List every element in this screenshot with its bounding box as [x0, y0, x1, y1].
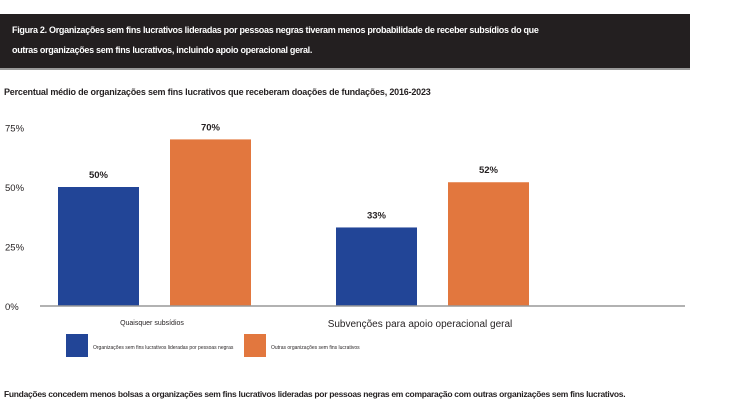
chart-title: Percentual médio de organizações sem fin… — [4, 87, 431, 97]
legend-swatch — [66, 334, 88, 357]
bar — [336, 227, 417, 306]
data-label: 50% — [89, 170, 109, 181]
legend-label: Organizações sem fins lucrativos liderad… — [93, 345, 234, 351]
x-tick-label: Quaisquer subsídios — [120, 320, 184, 327]
x-tick-label: Subvenções para apoio operacional geral — [328, 319, 513, 330]
legend-swatch — [244, 334, 266, 357]
figure-title-box: Figura 2. Organizações sem fins lucrativ… — [0, 14, 690, 70]
y-tick-label: 50% — [5, 183, 25, 194]
bar — [58, 187, 139, 306]
figure-title-line-1: Figura 2. Organizações sem fins lucrativ… — [12, 25, 539, 35]
y-tick-label: 25% — [5, 243, 25, 254]
figure-title-line-2: outras organizações sem fins lucrativos,… — [12, 45, 313, 55]
legend-label: Outras organizações sem fins lucrativos — [271, 345, 360, 351]
data-label: 33% — [367, 210, 387, 221]
y-tick-label: 0% — [5, 302, 19, 313]
bar — [170, 139, 251, 306]
data-label: 70% — [201, 122, 221, 133]
footer-note: Fundações concedem menos bolsas a organi… — [4, 389, 626, 399]
y-tick-label: 75% — [5, 124, 25, 135]
bar-chart: 0% 25% 50% 75% 50% 33% 70% 52% Quaisquer subsídi… — [5, 122, 685, 357]
data-label: 52% — [479, 165, 499, 176]
bar — [448, 182, 529, 306]
